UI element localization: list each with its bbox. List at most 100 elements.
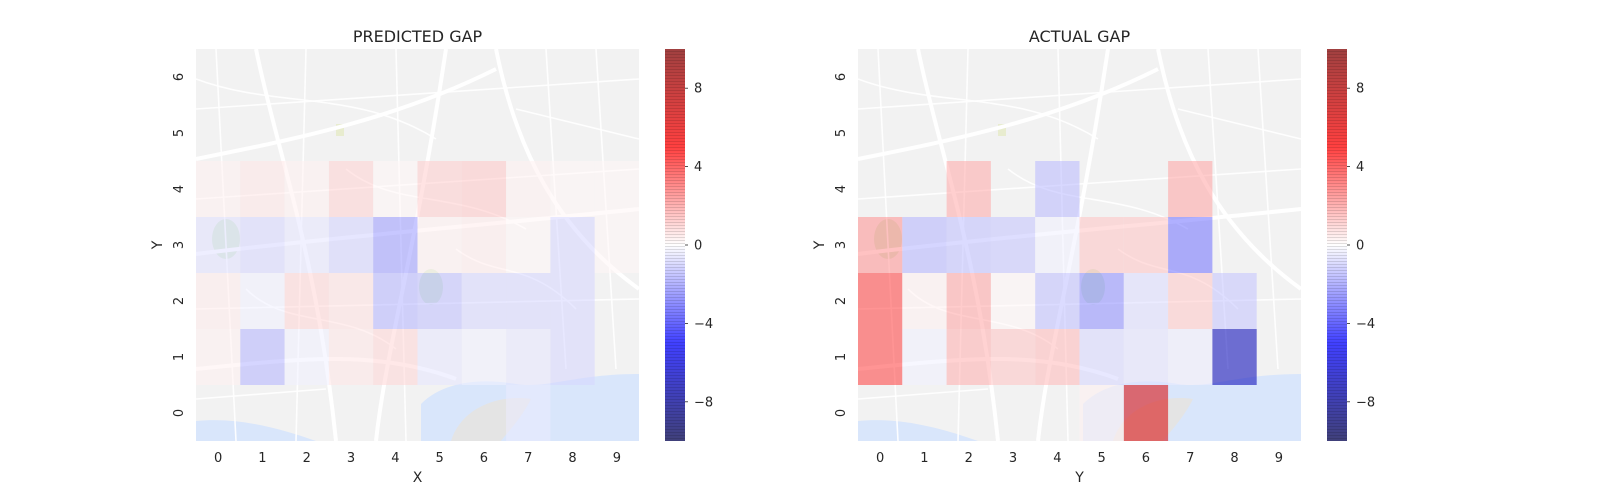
predicted-colorbar: 8 4 0 −4 −8 <box>665 49 713 441</box>
actual-colorbar-tick-2: 0 <box>1356 239 1364 254</box>
predicted-cell-2-2 <box>284 273 329 329</box>
actual-cell-7-1 <box>1168 329 1213 385</box>
actual-y-tick-6: 6 <box>834 73 849 81</box>
actual-cell-5-0 <box>1079 385 1124 441</box>
actual-cell-3-1 <box>990 329 1036 385</box>
actual-cell-1-2 <box>902 273 947 329</box>
actual-cell-0-1 <box>858 329 903 385</box>
predicted-x-tick-4: 4 <box>391 451 399 466</box>
actual-cell-2-1 <box>946 329 991 385</box>
predicted-cell-1-1 <box>240 329 285 385</box>
actual-x-tick-1: 1 <box>920 451 928 466</box>
panel-predicted-gap: PREDICTED GAP 0 1 2 3 4 5 6 7 8 9 0 1 2 3 4 5 6 X Y 8 4 0 −4 −8 <box>150 27 713 486</box>
predicted-colorbar-tick-0: 8 <box>694 82 702 97</box>
actual-colorbar-tick-4: −8 <box>1356 395 1375 410</box>
actual-colorbar-tick-1: 4 <box>1356 160 1364 175</box>
actual-cell-4-1 <box>1035 329 1080 385</box>
actual-colorbar: 8 4 0 −4 −8 <box>1327 49 1375 441</box>
actual-x-tick-3: 3 <box>1009 451 1017 466</box>
predicted-x-tick-7: 7 <box>524 451 532 466</box>
predicted-cell-4-3 <box>373 217 418 273</box>
predicted-cell-5-1 <box>417 329 462 385</box>
predicted-cell-7-2 <box>506 273 551 329</box>
predicted-heatmap-cells <box>196 161 639 441</box>
predicted-x-tick-8: 8 <box>568 451 576 466</box>
predicted-y-axis-label: Y <box>150 240 166 250</box>
actual-y-tick-0: 0 <box>834 409 849 417</box>
actual-x-tick-0: 0 <box>876 451 884 466</box>
predicted-cell-5-3 <box>417 217 462 273</box>
actual-y-axis-label: Y <box>812 240 828 250</box>
predicted-cell-1-4 <box>240 161 285 217</box>
predicted-cell-3-2 <box>328 273 374 329</box>
predicted-cell-9-4 <box>594 161 639 217</box>
actual-cell-6-0 <box>1123 385 1169 441</box>
predicted-y-tick-1: 1 <box>172 353 187 361</box>
predicted-cell-7-4 <box>506 161 551 217</box>
predicted-cell-3-3 <box>328 217 374 273</box>
predicted-y-tick-2: 2 <box>172 297 187 305</box>
actual-heatmap-cells <box>858 161 1257 441</box>
predicted-cell-1-3 <box>240 217 285 273</box>
actual-cell-7-3 <box>1168 217 1213 273</box>
predicted-cell-7-1 <box>506 329 551 385</box>
actual-cell-2-2 <box>946 273 991 329</box>
actual-cell-2-3 <box>946 217 991 273</box>
predicted-cell-1-2 <box>240 273 285 329</box>
predicted-y-tick-5: 5 <box>172 129 187 137</box>
actual-y-tick-3: 3 <box>834 241 849 249</box>
predicted-cell-7-0 <box>506 385 551 441</box>
actual-cell-7-4 <box>1168 161 1213 217</box>
predicted-colorbar-tick-4: −8 <box>694 395 713 410</box>
predicted-cell-8-2 <box>550 273 595 329</box>
predicted-cell-0-2 <box>196 273 241 329</box>
predicted-x-tick-1: 1 <box>258 451 266 466</box>
actual-x-tick-8: 8 <box>1230 451 1238 466</box>
actual-cell-4-2 <box>1035 273 1080 329</box>
predicted-x-tick-9: 9 <box>613 451 621 466</box>
predicted-cell-8-3 <box>550 217 595 273</box>
predicted-cell-6-1 <box>461 329 507 385</box>
predicted-cell-8-1 <box>550 329 595 385</box>
predicted-cell-4-1 <box>373 329 418 385</box>
actual-colorbar-tick-3: −4 <box>1356 317 1375 332</box>
actual-cell-0-2 <box>858 273 903 329</box>
predicted-colorbar-tick-3: −4 <box>694 317 713 332</box>
predicted-x-tick-6: 6 <box>480 451 488 466</box>
predicted-cell-5-2 <box>417 273 462 329</box>
actual-y-tick-1: 1 <box>834 353 849 361</box>
actual-cell-5-1 <box>1079 329 1124 385</box>
actual-x-axis-label: Y <box>1074 470 1084 486</box>
actual-cell-0-3 <box>858 217 903 273</box>
actual-cell-6-2 <box>1123 273 1169 329</box>
predicted-cell-0-1 <box>196 329 241 385</box>
predicted-y-tick-3: 3 <box>172 241 187 249</box>
actual-x-tick-2: 2 <box>965 451 973 466</box>
predicted-chart-title: PREDICTED GAP <box>353 27 483 46</box>
predicted-cell-2-1 <box>284 329 329 385</box>
actual-cell-6-1 <box>1123 329 1169 385</box>
predicted-y-tick-6: 6 <box>172 73 187 81</box>
predicted-cell-0-4 <box>196 161 241 217</box>
predicted-x-tick-3: 3 <box>347 451 355 466</box>
predicted-y-tick-4: 4 <box>172 185 187 193</box>
actual-cell-6-3 <box>1123 217 1169 273</box>
actual-colorbar-tick-0: 8 <box>1356 82 1364 97</box>
actual-cell-3-2 <box>990 273 1036 329</box>
predicted-cell-0-3 <box>196 217 241 273</box>
actual-x-tick-7: 7 <box>1186 451 1194 466</box>
predicted-y-tick-0: 0 <box>172 409 187 417</box>
actual-cell-4-4 <box>1035 161 1080 217</box>
actual-x-tick-9: 9 <box>1275 451 1283 466</box>
actual-cell-5-2 <box>1079 273 1124 329</box>
actual-cell-7-2 <box>1168 273 1213 329</box>
predicted-cell-8-4 <box>550 161 595 217</box>
predicted-cell-3-1 <box>328 329 374 385</box>
actual-cell-8-1 <box>1212 329 1257 385</box>
actual-chart-title: ACTUAL GAP <box>1029 27 1131 46</box>
actual-cell-5-3 <box>1079 217 1124 273</box>
predicted-colorbar-tick-2: 0 <box>694 239 702 254</box>
actual-y-tick-5: 5 <box>834 129 849 137</box>
predicted-cell-3-4 <box>328 161 374 217</box>
predicted-cell-5-4 <box>417 161 462 217</box>
